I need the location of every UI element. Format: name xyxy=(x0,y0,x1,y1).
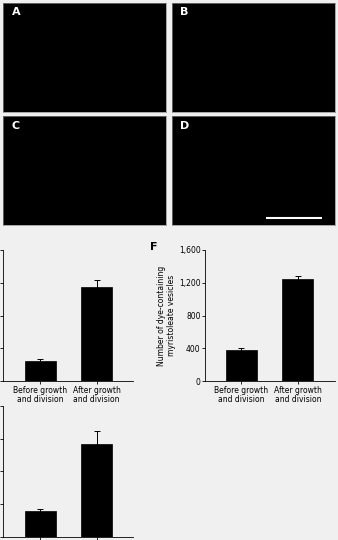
Text: C: C xyxy=(11,120,20,131)
Text: D: D xyxy=(180,120,190,131)
Y-axis label: Number of dye-containing
myristoleate vesicles: Number of dye-containing myristoleate ve… xyxy=(157,266,176,366)
Bar xyxy=(282,279,313,381)
Bar xyxy=(25,511,56,537)
Text: A: A xyxy=(11,7,20,17)
Bar xyxy=(81,444,112,537)
Text: F: F xyxy=(150,242,158,252)
Bar xyxy=(226,350,257,381)
Bar xyxy=(81,287,112,381)
Text: B: B xyxy=(180,7,189,17)
Bar xyxy=(25,361,56,381)
